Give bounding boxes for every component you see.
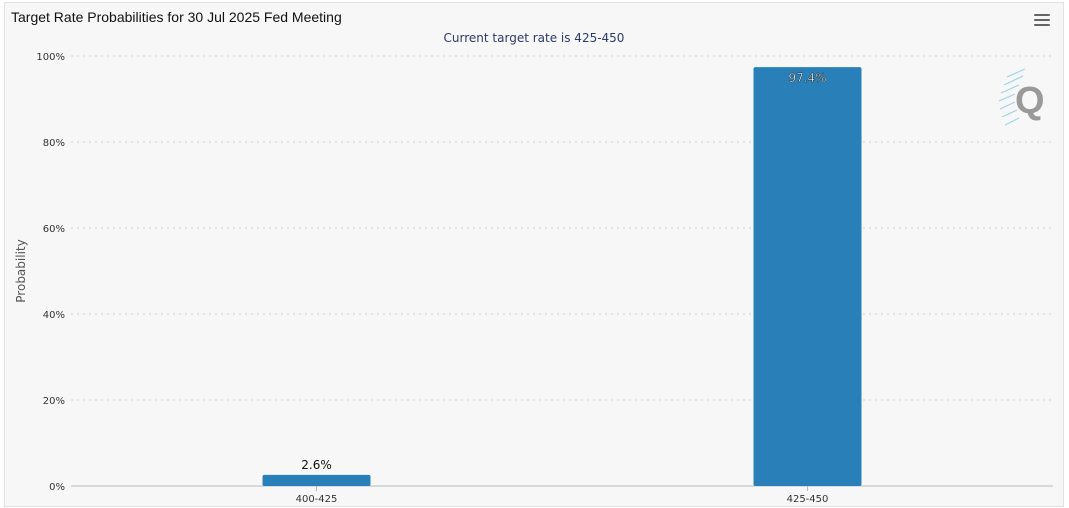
bar-chart: 0% 20% 40% 60% 80% 100% Probability 400-425 2.6%… — [14, 52, 1053, 505]
x-tick-label: 400-425 — [296, 494, 338, 505]
bar — [753, 67, 862, 487]
chart-container: Target Rate Probabilities for 30 Jul 202… — [4, 2, 1064, 507]
svg-text:Q: Q — [1015, 80, 1045, 122]
chart-subtitle: Current target rate is 425-450 — [443, 31, 625, 45]
x-tick-label: 425-450 — [787, 494, 829, 505]
y-tick-label: 20% — [43, 396, 65, 407]
y-tick-label: 40% — [43, 310, 65, 321]
q-logo-icon: Q — [998, 68, 1045, 126]
bar — [262, 474, 371, 486]
y-tick-label: 0% — [49, 482, 65, 493]
bar-data-label: 97.4% — [788, 71, 826, 85]
y-axis-label: Probability — [14, 239, 28, 302]
chart-title: Target Rate Probabilities for 30 Jul 202… — [11, 9, 342, 25]
y-tick-label: 60% — [43, 224, 65, 235]
hamburger-menu-icon[interactable] — [1031, 11, 1053, 31]
y-tick-label: 100% — [36, 52, 65, 63]
y-tick-label: 80% — [43, 138, 65, 149]
bar-data-label: 2.6% — [301, 458, 332, 472]
